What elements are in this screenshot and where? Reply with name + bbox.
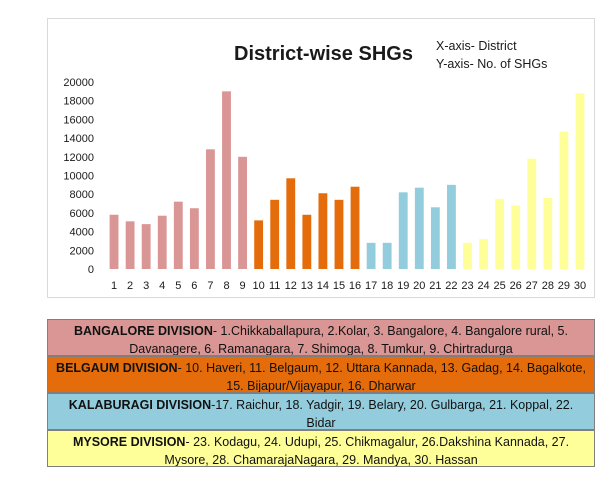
x-tick-label: 21: [429, 280, 441, 292]
division-legend-mysore: MYSORE DIVISION- 23. Kodagu, 24. Udupi, …: [47, 430, 595, 467]
bar: [575, 93, 585, 269]
x-tick-label: 14: [317, 280, 329, 292]
bar: [141, 224, 151, 269]
x-axis-note: X-axis- District: [436, 39, 517, 53]
x-tick-label: 11: [269, 280, 280, 292]
bar: [511, 205, 521, 269]
x-tick-label: 2: [127, 280, 133, 292]
x-tick-label: 18: [381, 280, 393, 292]
bar: [302, 214, 312, 269]
bar: [270, 199, 280, 269]
x-tick-label: 5: [175, 280, 181, 292]
y-tick-label: 6000: [70, 208, 94, 220]
x-tick-label: 16: [349, 280, 361, 292]
bar: [238, 156, 247, 269]
x-tick-label: 23: [461, 280, 473, 292]
x-tick-label: 26: [510, 280, 522, 292]
y-tick-label: 4000: [70, 227, 94, 239]
x-tick-label: 28: [542, 280, 554, 292]
bar-chart: 0 2000 4000 6000 8000 10000 12000 14000 16000 180…: [63, 77, 586, 292]
x-tick-label: 20: [413, 280, 425, 292]
bar: [350, 186, 360, 269]
chart-frame: 0 2000 4000 6000 8000 10000 12000 14000 16000 180…: [47, 18, 595, 298]
bar: [543, 197, 553, 269]
y-tick-label: 8000: [70, 189, 94, 201]
x-tick-label: 24: [477, 280, 489, 292]
y-tick-label: 10000: [63, 171, 94, 183]
bar: [398, 192, 408, 269]
division-legend-belgaum: BELGAUM DIVISION- 10. Haveri, 11. Belgau…: [47, 356, 595, 393]
bar: [189, 208, 199, 269]
bar: [366, 242, 376, 269]
y-tick-label: 12000: [63, 152, 94, 164]
y-tick-label: 0: [88, 264, 94, 276]
bar: [559, 131, 569, 269]
x-tick-label: 3: [143, 280, 149, 292]
y-tick-label: 14000: [63, 133, 94, 145]
bar: [527, 158, 537, 269]
bar: [430, 207, 440, 269]
division-name: BANGALORE DIVISION: [74, 324, 213, 338]
y-tick-label: 2000: [70, 245, 94, 257]
x-tick-label: 12: [285, 280, 297, 292]
division-districts: - 10. Haveri, 11. Belgaum, 12. Uttara Ka…: [177, 361, 586, 393]
x-tick-label: 22: [445, 280, 457, 292]
bar: [414, 187, 424, 269]
bar: [157, 215, 167, 269]
x-tick-label: 13: [301, 280, 313, 292]
x-tick-label: 4: [159, 280, 165, 292]
x-tick-label: 30: [574, 280, 586, 292]
division-districts: -17. Raichur, 18. Yadgir, 19. Belary, 20…: [211, 398, 574, 430]
bar: [173, 201, 183, 269]
x-tick-label: 15: [333, 280, 345, 292]
bar: [318, 193, 328, 269]
x-tick-label: 19: [397, 280, 409, 292]
division-name: KALABURAGI DIVISION: [68, 398, 212, 412]
division-legend-bangalore: BANGALORE DIVISION- 1.Chikkaballapura, 2…: [47, 319, 595, 356]
x-tick-label: 10: [253, 280, 265, 292]
bar: [109, 214, 119, 269]
bar: [334, 199, 344, 269]
bar: [206, 149, 215, 269]
x-tick-label: 7: [207, 280, 213, 292]
bar: [254, 220, 264, 269]
division-districts: - 1.Chikkaballapura, 2.Kolar, 3. Bangalo…: [129, 324, 568, 356]
division-name: MYSORE DIVISION: [72, 435, 186, 449]
division-legend-kalaburagi: KALABURAGI DIVISION-17. Raichur, 18. Yad…: [47, 393, 595, 430]
bar: [495, 198, 505, 269]
y-tick-label: 18000: [63, 96, 94, 108]
x-tick-label: 1: [111, 280, 117, 292]
x-tick-label: 29: [558, 280, 570, 292]
division-name: BELGAUM DIVISION: [56, 361, 178, 375]
y-tick-label: 20000: [63, 77, 94, 89]
bar: [382, 242, 392, 269]
bar: [125, 221, 135, 269]
y-axis-note: Y-axis- No. of SHGs: [436, 57, 548, 71]
x-tick-label: 9: [240, 280, 246, 292]
x-tick-label: 27: [526, 280, 538, 292]
bar: [286, 178, 296, 269]
bar: [447, 184, 456, 269]
x-tick-label: 25: [494, 280, 506, 292]
y-tick-label: 16000: [63, 114, 94, 126]
bar: [222, 91, 231, 269]
chart-title: District-wise SHGs: [234, 43, 413, 65]
division-districts: - 23. Kodagu, 24. Udupi, 25. Chikmagalur…: [164, 435, 570, 467]
x-tick-label: 8: [223, 280, 229, 292]
bar: [463, 242, 472, 269]
bar: [479, 239, 488, 269]
x-tick-label: 6: [191, 280, 197, 292]
x-tick-label: 17: [365, 280, 377, 292]
